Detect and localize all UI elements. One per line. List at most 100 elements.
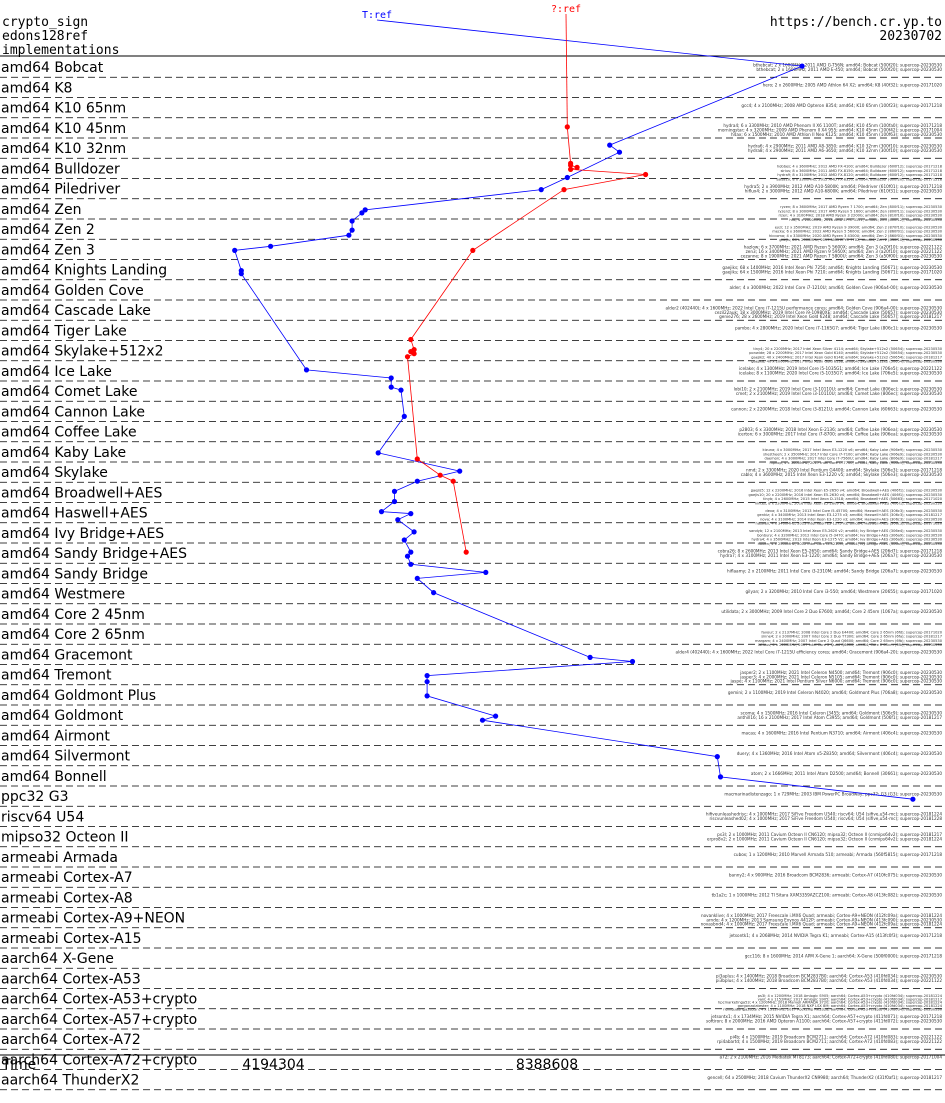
machine-note: pi3aplus; 4 x 1400MHz; 2018 Broadcom BCM… [716, 974, 943, 979]
machine-note: atom; 2 x 1666MHz; 2011 Intel Atom D2500… [751, 771, 942, 776]
machine-note: pambo; 4 x 2800MHz; 2020 Intel Core i7-1… [735, 326, 942, 331]
x-tick-label: 4194304 [242, 1057, 304, 1073]
machine-note: gaejik2; 40 x 2400MHz; 2017 Intel Xeon G… [751, 355, 942, 359]
machine-note: hydra4; 4 x 3500MHz; 2013 Intel Xeon E3-… [752, 538, 943, 542]
data-point [408, 336, 414, 343]
machine-note: pi3bplus; 4 x 1400MHz; 2018 Broadcom BCM… [716, 978, 943, 983]
machine-note: ponwide; 28 x 2200MHz; 2017 Intel Xeon G… [749, 351, 943, 355]
machine-note: vani; 4 x 1152MHz; 2017 Amlogic S905; aa… [758, 997, 942, 1001]
machine-note: nova; 4 x 3100MHz; 2014 Intel Xeon E3-12… [760, 517, 943, 521]
machine-note: hobbes; 4 x 3600MHz; 2012 AMD FX-4100; a… [777, 165, 943, 169]
row-label: ppc32 G3 [1, 789, 69, 805]
machine-note: daemon; 4 x 3000MHz; 2017 Intel Core i7-… [764, 457, 942, 461]
machine-note: cubox; 1 x 1200MHz; 2010 Marvell Armada … [734, 852, 943, 857]
machine-note: gorgonzolatester; 4 x 1100MHz; 2018 NXP … [738, 1004, 943, 1008]
machine-note: zen3; 16 x 3400MHz; 2021 AMD Ryzen 9 595… [746, 249, 943, 254]
series-label-qref: ?:ref [551, 4, 581, 15]
machine-note: hero; 2 x 2600MHz; 2005 AMD Athlon 64 X2… [763, 83, 943, 88]
machine-note: a72; 2 x 2100MHz; 2016 Mediatek MT8173; … [719, 1055, 942, 1060]
machine-note: icerton; 6 x 3000MHz; 2017 Intel Core i7… [738, 431, 943, 436]
row-label: amd64 Bonnell [1, 769, 107, 785]
row-label: aarch64 Cortex-A57+crypto [1, 1012, 197, 1028]
machine-note: hiccoma; 4 x 3300MHz; 2020 AMD Ryzen 3 4… [769, 234, 943, 238]
machine-note: margam; 4 x 2400MHz; 2007 Intel Core 2 Q… [755, 639, 943, 643]
row-label: amd64 Bobcat [1, 60, 104, 76]
row-label: amd64 K10 32nm [1, 141, 126, 157]
data-point [414, 575, 420, 582]
machine-note: ps3l; 2 x 1000MHz; 2011 Cavium Octeon II… [717, 832, 942, 837]
row-label: amd64 Skylake [1, 465, 108, 481]
row-label: aarch64 X-Gene [1, 951, 114, 967]
row-label: armeabi Cortex-A9+NEON [1, 911, 185, 927]
row-label: amd64 Skylake+512x2 [1, 344, 163, 360]
row-label: amd64 Goldmont [1, 708, 124, 724]
machine-note: gemini; 2 x 1100MHz; 2019 Intel Celeron … [728, 690, 942, 695]
machine-note: utilidata; 2 x 3000MHz; 2009 Intel Core … [721, 609, 942, 614]
x-axis-label: Time [1, 1057, 36, 1073]
row-label: amd64 Goldmont Plus [1, 688, 156, 704]
data-point [607, 142, 613, 148]
data-point [238, 271, 244, 277]
header-left-line-2: edons128ref [2, 29, 88, 44]
series-layer [232, 13, 916, 802]
data-point [408, 561, 414, 567]
row-label: amd64 Zen 2 [1, 222, 95, 238]
machine-note: hifiveunleashedrisc; 4 x 1000MHz; 2017 S… [706, 812, 943, 817]
machine-note: kizuna; 4 x 3000MHz; 2017 Intel Xeon E3-… [763, 448, 943, 452]
row-label: amd64 Knights Landing [1, 263, 167, 279]
data-point [493, 713, 499, 719]
row-label: amd64 K8 [1, 80, 72, 96]
machine-note: jasper2; 2 x 1100MHz; 2021 Intel Celeron… [739, 670, 942, 675]
machine-note: gaejiks; 68 x 1400MHz; 2016 Intel Xeon P… [722, 265, 942, 270]
machine-note: nmd; 2 x 3300MHz; 2020 Intel Pentium G44… [746, 467, 942, 472]
data-point [714, 754, 720, 760]
data-point [574, 164, 580, 170]
data-point [401, 537, 407, 543]
row-label: amd64 Sandy Bridge [1, 566, 148, 582]
row-label: amd64 Comet Lake [1, 384, 138, 400]
machine-note: sirius; 8 x 3600MHz; 2011 AMD FX-8150; a… [781, 169, 943, 173]
data-point [388, 375, 394, 381]
machine-note: eyzi; 12 x 3500MHz; 2019 AMD Ryzen 9 390… [775, 225, 943, 229]
x-axis: Time 4194304 8388608 [0, 1054, 945, 1073]
data-point [346, 232, 352, 238]
data-point [564, 124, 570, 130]
machine-note: macmarinadistenzago; 1 x 729MHz; 2003 IB… [724, 791, 942, 796]
machine-note: ps3l; 4 x 1200MHz; 2018 Amlogic S905; aa… [758, 994, 943, 998]
row-label: amd64 Haswell+AES [1, 506, 148, 522]
machine-note: erpro8v2; 2 x 1000MHz; 2011 Cavium Octeo… [707, 836, 942, 841]
data-point [629, 658, 636, 665]
machine-note: icelake; 4 x 1300MHz; 2019 Intel Core i5… [739, 366, 942, 371]
machine-note: novanklive; 4 x 1000MHz; 2017 Freescale … [701, 913, 942, 918]
series-label-leader [565, 13, 568, 127]
machine-note: hydra6; 4 x 2900MHz; 2011 AMD A8-3850; a… [748, 143, 942, 148]
machine-note: gencell; 64 x 2500MHz; 2018 Cavium Thund… [707, 1075, 942, 1080]
data-point [450, 478, 456, 484]
machine-note: sandyb; 12 x 2100MHz; 2013 Intel Xeon E5… [749, 529, 943, 533]
data-point [564, 174, 570, 181]
machine-note: jetsontx1; 4 x 1734MHz; 2015 NVIDIA Tegr… [710, 1014, 942, 1019]
machine-note: duery; 4 x 1360MHz; 2016 Intel Atom x5-Z… [737, 751, 943, 756]
row-label: amd64 Tremont [1, 668, 112, 684]
data-point [424, 693, 430, 699]
row-label: amd64 K10 65nm [1, 101, 126, 117]
machine-note: softiron; 8 x 2000MHz; 2016 AMD Opteron … [706, 1019, 942, 1024]
x-ticks: 4194304 8388608 [242, 1057, 578, 1073]
machine-note: gaejis5; 12 x 2200MHz; 2016 Intel Xeon E… [751, 489, 943, 493]
row-label: aarch64 Cortex-A53+crypto [1, 992, 197, 1008]
data-point [616, 149, 623, 155]
data-point [349, 227, 355, 233]
data-point [457, 468, 463, 474]
data-point [404, 354, 411, 360]
row-label: aarch64 Cortex-A72 [1, 1032, 141, 1048]
data-point [349, 218, 355, 224]
machine-note: riscvunleashed02; 4 x 1000MHz; 2017 SiFi… [710, 816, 943, 821]
data-point [463, 549, 469, 555]
row-label: amd64 Airmont [1, 728, 110, 744]
row-label: mipso32 Octeon II [1, 830, 129, 846]
row-label: amd64 Golden Cove [1, 283, 144, 299]
row-label: amd64 Westmere [1, 587, 125, 603]
machine-note: cezanne; 8 x 1900MHz; 2021 AMD Ryzen 7 5… [741, 253, 943, 258]
machine-note: jetsontk1; 4 x 2068MHz; 2014 NVIDIA Tegr… [728, 933, 942, 938]
row-label: amd64 Gracemont [1, 647, 133, 663]
